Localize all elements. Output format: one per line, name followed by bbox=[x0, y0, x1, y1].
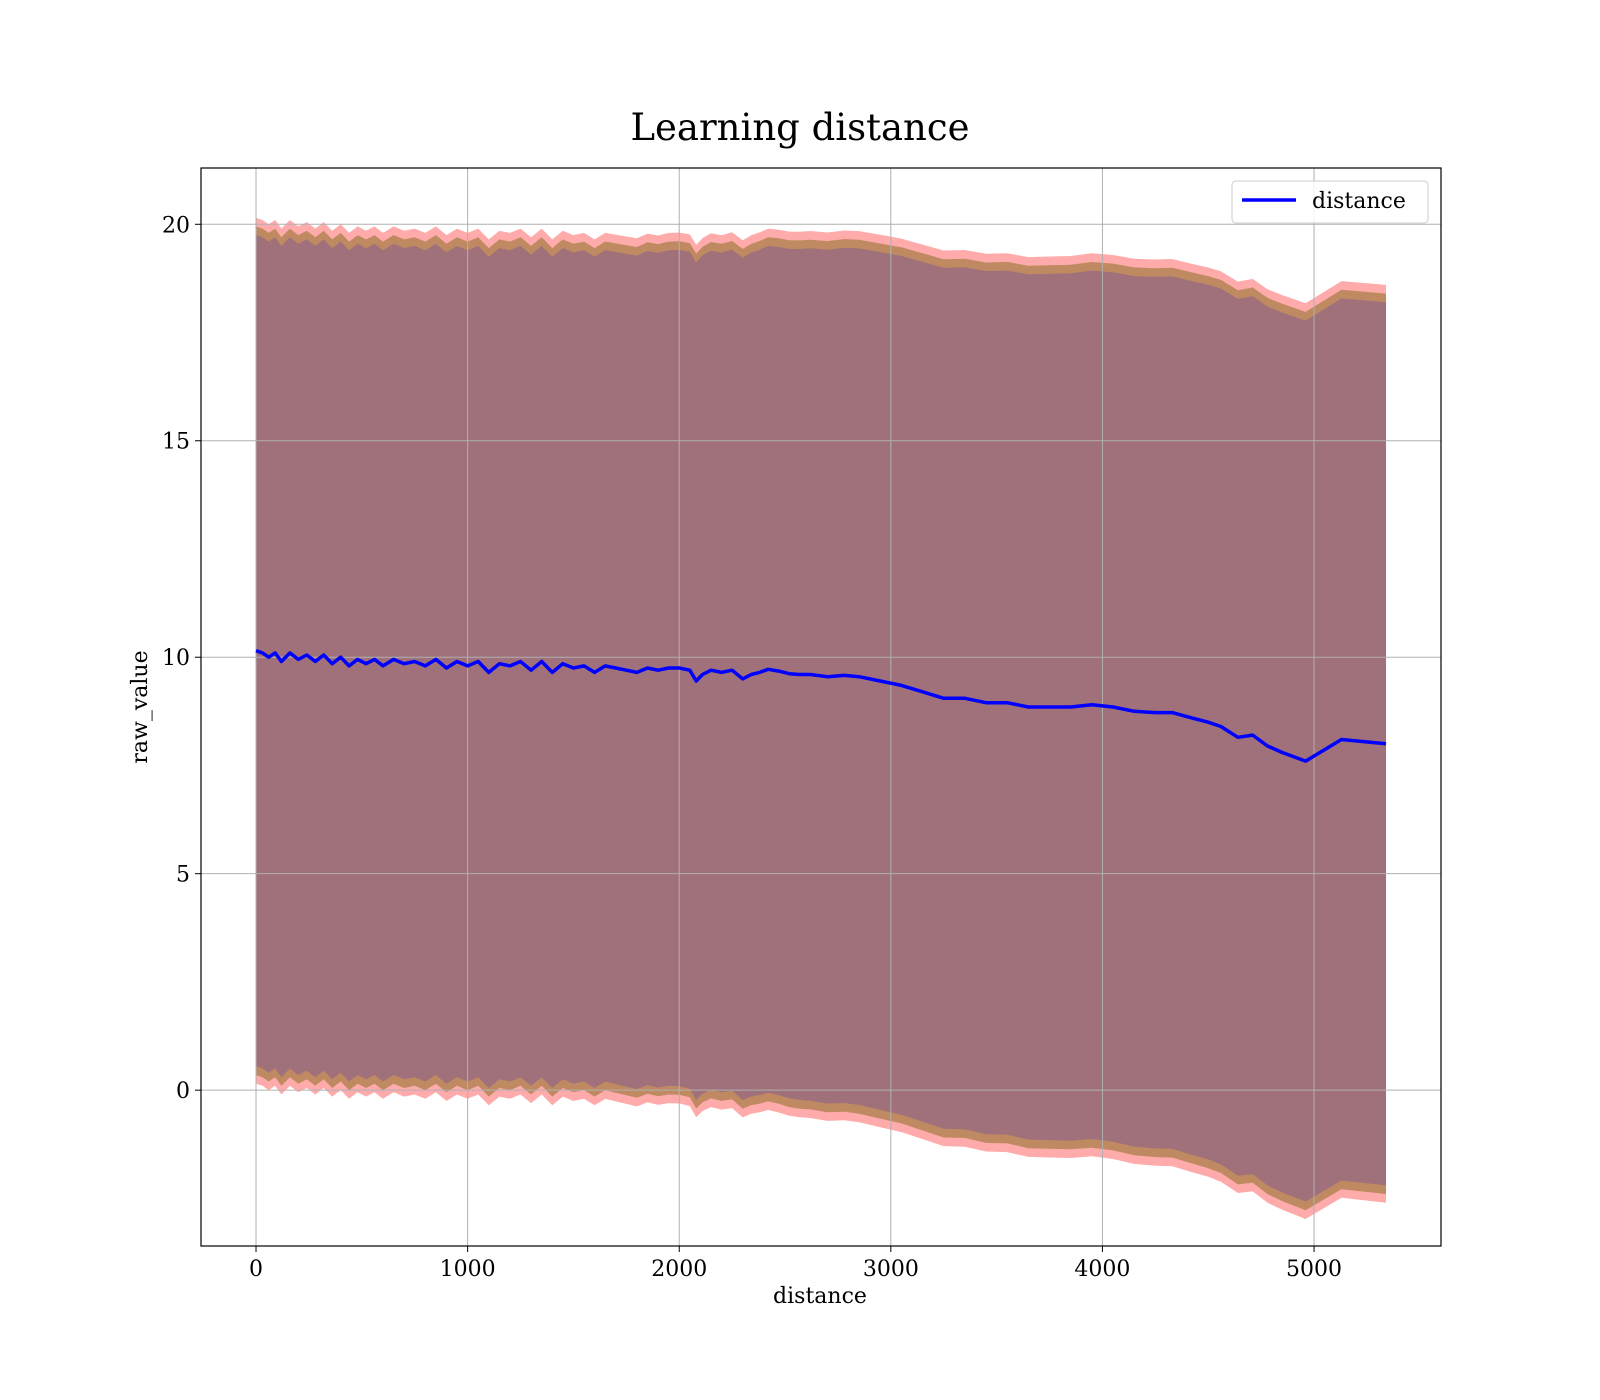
y-ticks: 0 5 10 15 20 bbox=[162, 213, 201, 1104]
y-tick-label: 20 bbox=[162, 213, 190, 238]
legend: distance bbox=[1231, 180, 1429, 224]
x-axis-label: distance bbox=[773, 1284, 867, 1309]
x-tick-label: 1000 bbox=[440, 1257, 496, 1282]
chart-title: Learning distance bbox=[630, 106, 969, 149]
x-tick-label: 5000 bbox=[1286, 1257, 1342, 1282]
series-line-distance bbox=[255, 649, 1387, 763]
x-ticks: 0 1000 2000 3000 4000 5000 bbox=[249, 1246, 1342, 1282]
x-tick-label: 4000 bbox=[1074, 1257, 1130, 1282]
x-tick-label: 0 bbox=[249, 1257, 263, 1282]
y-axis-label: raw_value bbox=[128, 650, 153, 763]
gridlines bbox=[201, 168, 1441, 1246]
band-inner bbox=[256, 235, 1386, 1202]
line-layer bbox=[255, 649, 1387, 763]
y-tick-label: 5 bbox=[176, 863, 190, 888]
x-tick-label: 3000 bbox=[863, 1257, 919, 1282]
y-tick-label: 15 bbox=[162, 430, 190, 455]
x-tick-label: 2000 bbox=[651, 1257, 707, 1282]
plot-frame bbox=[200, 167, 1442, 1247]
y-tick-label: 10 bbox=[162, 646, 190, 671]
legend-box bbox=[1231, 180, 1429, 224]
y-tick-label: 0 bbox=[176, 1079, 190, 1104]
legend-label: distance bbox=[1312, 189, 1406, 214]
band-group bbox=[256, 217, 1386, 1220]
